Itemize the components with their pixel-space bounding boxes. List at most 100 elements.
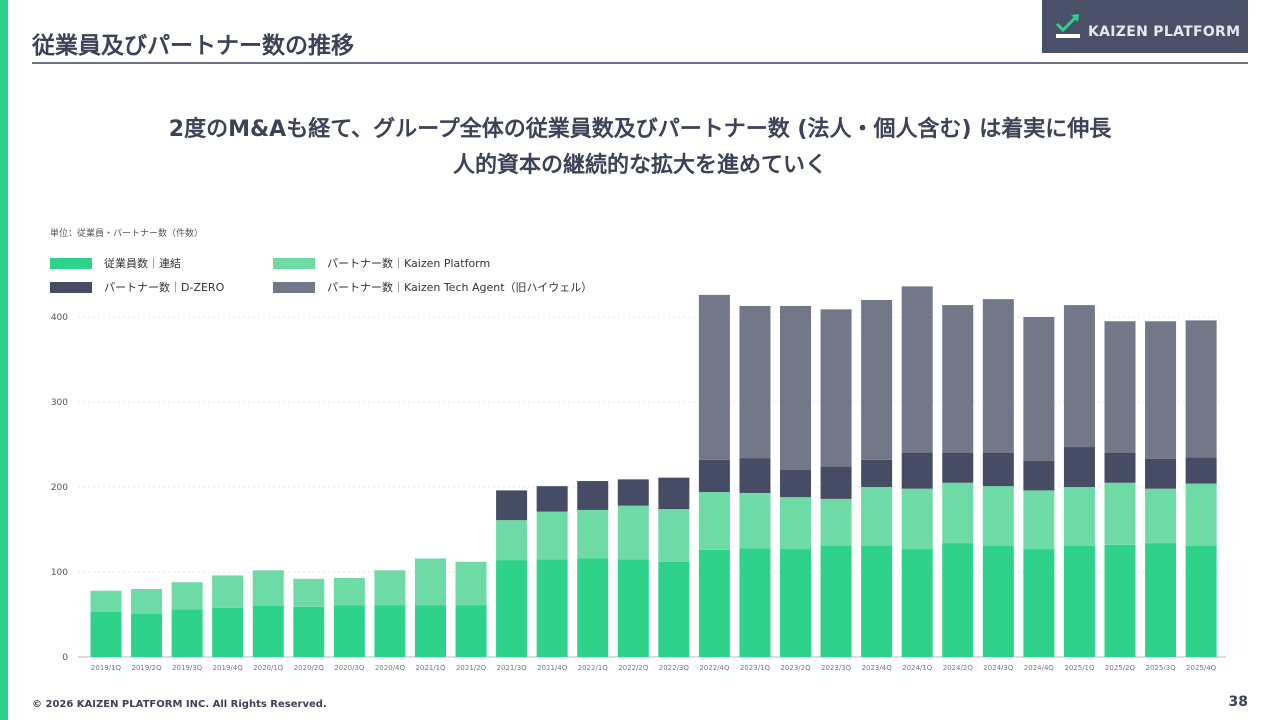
bar-segment xyxy=(739,305,771,459)
kaizen-logo: KAIZEN PLATFORM xyxy=(1042,0,1248,53)
bar-segment xyxy=(333,577,365,606)
bar-segment xyxy=(1145,458,1177,489)
bar-segment xyxy=(861,545,893,657)
bar-segment xyxy=(496,490,528,521)
x-tick-label: 2021/3Q xyxy=(497,664,528,672)
headline-line-2: 人的資本の継続的な拡大を進めていく xyxy=(452,153,827,178)
bar-segment xyxy=(739,458,771,493)
x-tick-label: 2020/3Q xyxy=(334,664,365,672)
bar-segment xyxy=(496,520,528,561)
bar-segment xyxy=(212,607,244,657)
bar-segment xyxy=(780,305,812,470)
unit-label: 単位：従業員・パートナー数（件数） xyxy=(50,229,204,239)
bar-segment xyxy=(252,606,284,657)
legend-employees: 従業員数｜連結 xyxy=(50,255,181,271)
bar-segment xyxy=(1063,545,1095,657)
accent-stripe xyxy=(0,0,8,720)
bar-segment xyxy=(536,511,568,560)
bar-segment xyxy=(861,459,893,487)
bar-segment xyxy=(455,605,487,657)
x-tick-label: 2024/4Q xyxy=(1024,664,1055,672)
bar-segment xyxy=(1104,544,1136,657)
x-tick-label: 2022/1Q xyxy=(578,664,609,672)
x-tick-label: 2024/2Q xyxy=(943,664,974,672)
x-tick-label: 2021/2Q xyxy=(456,664,487,672)
x-tick-label: 2019/1Q xyxy=(91,664,122,672)
copyright: © 2026 KAIZEN PLATFORM INC. All Rights R… xyxy=(32,699,327,710)
bar-segment xyxy=(739,492,771,549)
y-tick-label: 100 xyxy=(51,568,68,578)
bar-segment xyxy=(577,558,609,657)
legend-swatch xyxy=(50,257,92,269)
bar-segment xyxy=(1063,487,1095,546)
headline-line-1: 2度のM&Aも経て、グループ全体の従業員数及びパートナー数 (法人・個人含む) … xyxy=(168,117,1112,142)
bar-segment xyxy=(820,545,852,657)
bar-segment xyxy=(374,570,406,606)
x-tick-label: 2019/4Q xyxy=(213,664,244,672)
legend-d-zero: パートナー数｜D-ZERO xyxy=(50,279,224,295)
bar-segment xyxy=(1185,545,1217,657)
bar-segment xyxy=(1063,447,1095,487)
bar-segment xyxy=(577,509,609,559)
legend-label: パートナー数｜D-ZERO xyxy=(104,281,225,294)
legend-kaizen-platform: パートナー数｜Kaizen Platform xyxy=(273,255,490,271)
bar-segment xyxy=(1063,305,1095,448)
bar-segment xyxy=(90,611,122,657)
bar-segment xyxy=(577,481,609,510)
bar-segment xyxy=(1185,483,1217,546)
x-tick-label: 2023/4Q xyxy=(862,664,893,672)
x-tick-label: 2022/3Q xyxy=(659,664,690,672)
bar-segment xyxy=(942,305,974,453)
legend-swatch xyxy=(273,257,315,269)
legend-label: パートナー数｜Kaizen Platform xyxy=(327,257,491,270)
bar-segment xyxy=(982,453,1014,487)
bar-segment xyxy=(820,309,852,467)
bar-segment xyxy=(90,590,122,612)
bar-segment xyxy=(698,294,730,460)
bar-segment xyxy=(982,486,1014,546)
bar-segment xyxy=(982,299,1014,453)
y-tick-label: 300 xyxy=(51,398,68,408)
x-tick-label: 2024/3Q xyxy=(983,664,1014,672)
bar-segment xyxy=(901,453,933,489)
bar-segment xyxy=(293,606,325,657)
bar-segment xyxy=(1185,457,1217,484)
bar-segment xyxy=(171,582,203,610)
bar-segment xyxy=(131,613,163,657)
bar-segment xyxy=(212,575,244,608)
bar-segment xyxy=(942,453,974,483)
bar-segment xyxy=(293,578,325,607)
bar-segment xyxy=(414,605,446,657)
bar-segment xyxy=(414,558,446,606)
y-tick-label: 200 xyxy=(51,483,68,493)
bar-segment xyxy=(739,548,771,657)
bar-segment xyxy=(131,589,163,614)
bar-segment xyxy=(333,605,365,657)
bar-segment xyxy=(496,560,528,657)
bar-segment xyxy=(901,286,933,453)
x-tick-label: 2022/2Q xyxy=(618,664,649,672)
x-tick-label: 2025/1Q xyxy=(1064,664,1095,672)
bar-segment xyxy=(780,470,812,498)
x-tick-label: 2019/2Q xyxy=(131,664,162,672)
bar-segment xyxy=(658,509,690,562)
x-tick-label: 2025/2Q xyxy=(1105,664,1136,672)
page-title: 従業員及びパートナー数の推移 xyxy=(32,33,354,59)
x-tick-label: 2024/1Q xyxy=(902,664,933,672)
bar-segment xyxy=(617,505,649,560)
bar-segment xyxy=(1104,453,1136,483)
bar-segment xyxy=(780,549,812,657)
logo-text: KAIZEN PLATFORM xyxy=(1088,23,1241,40)
x-tick-label: 2020/1Q xyxy=(253,664,284,672)
bar-segment xyxy=(617,479,649,506)
bar-segment xyxy=(698,549,730,657)
growth-check-icon xyxy=(1055,13,1080,38)
legend-swatch xyxy=(50,281,92,293)
y-tick-label: 400 xyxy=(51,313,68,323)
bar-segment xyxy=(901,488,933,550)
bar-segment xyxy=(698,459,730,493)
bar-segment xyxy=(1185,320,1217,458)
bar-segment xyxy=(820,498,852,546)
bar-segment xyxy=(1145,543,1177,657)
title-divider xyxy=(32,62,1248,64)
